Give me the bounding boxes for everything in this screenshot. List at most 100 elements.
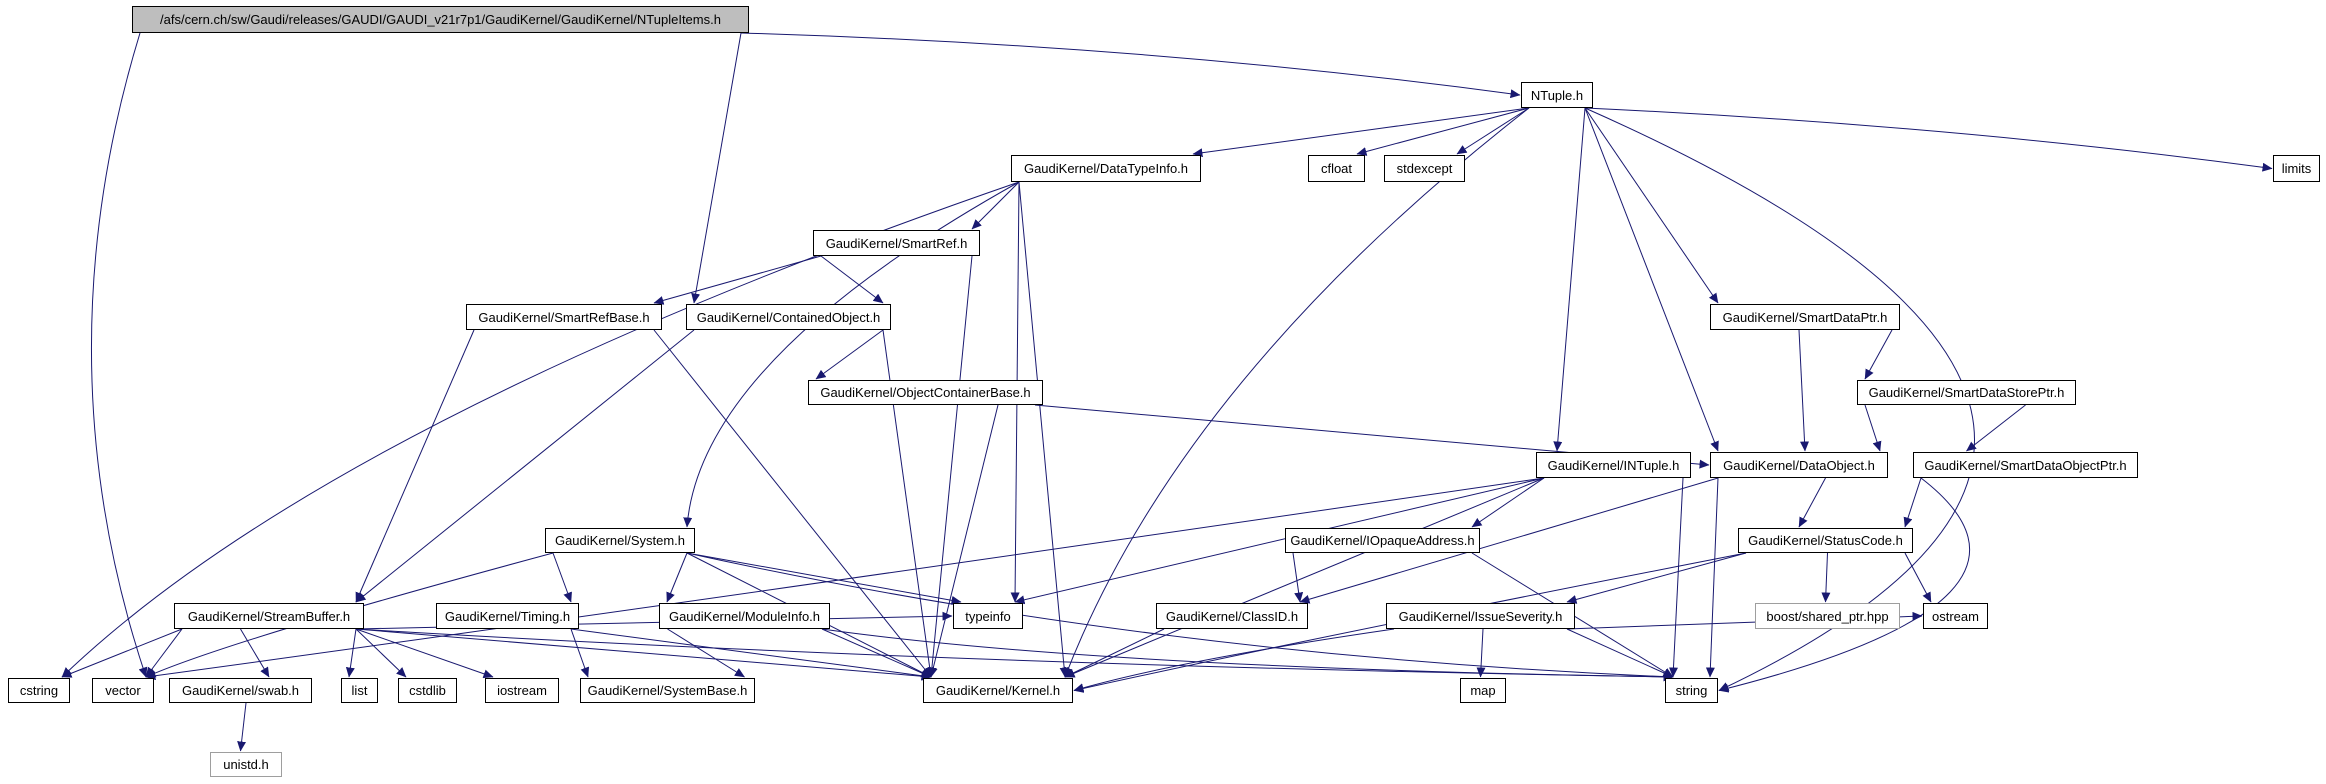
include-edge-moduleinfo-to-kernel [821,628,932,678]
include-edge-title-to-ntuple [740,32,1521,99]
include-edge-classid-to-kernel [1064,628,1165,678]
node-iostream[interactable]: iostream [485,678,559,703]
include-edge-containedobject-to-objectcontainerbase [815,329,884,380]
node-label: GaudiKernel/SmartDataPtr.h [1722,309,1888,325]
include-edge-issueseverity-to-string [1566,628,1674,678]
include-edge-streambuffer-to-list [345,628,357,678]
node-cstring[interactable]: cstring [8,678,70,703]
include-edge-streambuffer-to-string [355,628,1674,682]
node-containedobject[interactable]: GaudiKernel/ContainedObject.h [686,304,891,330]
node-swab[interactable]: GaudiKernel/swab.h [169,678,312,703]
node-smartdatastoreptr[interactable]: GaudiKernel/SmartDataStorePtr.h [1857,380,2076,405]
include-edge-smartrefbase-to-kernel [653,329,932,678]
node-label: GaudiKernel/ClassID.h [1165,608,1299,624]
node-datatypeinfo[interactable]: GaudiKernel/DataTypeInfo.h [1011,155,1201,182]
include-edge-ntuple-to-kernel [1064,107,1530,678]
include-edge-smartdataptr-to-dataobject [1798,329,1810,452]
node-classid[interactable]: GaudiKernel/ClassID.h [1156,603,1308,629]
include-edge-title-to-containedobject [691,32,742,304]
node-system[interactable]: GaudiKernel/System.h [545,528,695,553]
node-dataobject[interactable]: GaudiKernel/DataObject.h [1710,452,1888,478]
include-edge-dataobject-to-classid [1299,477,1719,604]
include-edge-ntuple-to-dataobject [1584,107,1719,452]
node-map[interactable]: map [1460,678,1506,703]
include-edge-ntuple-to-smartdataptr [1584,107,1719,304]
node-label: NTuple.h [1530,87,1584,103]
node-label: GaudiKernel/ModuleInfo.h [668,608,821,624]
include-edge-smartref-to-containedobject [820,255,884,304]
node-statuscode[interactable]: GaudiKernel/StatusCode.h [1738,528,1913,553]
node-timing[interactable]: GaudiKernel/Timing.h [436,603,579,629]
include-edge-streambuffer-to-cstdlib [355,628,407,678]
include-edge-ntuple-to-datatypeinfo [1192,107,1530,158]
node-ntuple[interactable]: NTuple.h [1521,82,1593,108]
node-label: ostream [1932,608,1979,624]
include-edge-smartdatastoreptr-to-smartdataobjectptr [1966,404,2026,452]
node-list[interactable]: list [341,678,378,703]
include-edge-streambuffer-to-iostream [355,628,494,679]
include-edge-system-to-typeinfo [686,552,962,605]
node-label: GaudiKernel/INTuple.h [1547,457,1680,473]
node-string[interactable]: string [1665,678,1718,703]
node-label: map [1470,683,1496,698]
include-edge-datatypeinfo-to-smartref [971,181,1020,230]
node-boost[interactable]: boost/shared_ptr.hpp [1755,603,1900,629]
node-label: GaudiKernel/SmartRef.h [825,235,968,251]
include-edge-statuscode-to-ostream [1904,552,1932,603]
node-moduleinfo[interactable]: GaudiKernel/ModuleInfo.h [659,603,830,629]
node-smartref[interactable]: GaudiKernel/SmartRef.h [813,230,980,256]
include-edge-statuscode-to-kernel [1073,552,1747,693]
node-issueseverity[interactable]: GaudiKernel/IssueSeverity.h [1386,603,1575,629]
include-edge-smartrefbase-to-streambuffer [355,329,475,603]
node-label: limits [2281,161,2312,176]
node-label: GaudiKernel/SmartDataObjectPtr.h [1924,457,2127,473]
include-edge-system-to-timing [552,552,572,603]
node-label: GaudiKernel/DataObject.h [1723,457,1875,473]
node-limits[interactable]: limits [2273,155,2320,182]
node-label: GaudiKernel/DataTypeInfo.h [1023,161,1189,176]
include-edge-streambuffer-to-swab [240,628,270,678]
include-edge-intuple-to-typeinfo [1014,477,1545,605]
node-stdexcept[interactable]: stdexcept [1384,155,1465,182]
node-ostream[interactable]: ostream [1923,603,1988,629]
node-label: cfloat [1320,161,1353,176]
node-smartdataobjectptr[interactable]: GaudiKernel/SmartDataObjectPtr.h [1913,452,2138,478]
include-edge-iopaqueaddress-to-classid [1292,552,1304,603]
include-edge-ntuple-to-stdexcept [1456,107,1530,155]
node-label: GaudiKernel/Timing.h [444,608,571,624]
node-label: typeinfo [965,608,1011,624]
node-vector[interactable]: vector [92,678,154,703]
include-edge-statuscode-to-boost [1821,552,1831,603]
include-edge-containedobject-to-streambuffer [355,329,695,603]
node-smartdataptr[interactable]: GaudiKernel/SmartDataPtr.h [1710,304,1900,330]
node-intuple[interactable]: GaudiKernel/INTuple.h [1536,452,1691,478]
node-smartrefbase[interactable]: GaudiKernel/SmartRefBase.h [466,304,662,330]
include-edge-smartref-to-kernel [927,255,973,678]
node-cfloat[interactable]: cfloat [1308,155,1365,182]
include-edge-issueseverity-to-map [1476,628,1486,678]
node-unistd[interactable]: unistd.h [210,752,282,777]
node-label: GaudiKernel/StreamBuffer.h [187,608,351,624]
node-label: boost/shared_ptr.hpp [1766,608,1889,624]
node-label: GaudiKernel/ObjectContainerBase.h [820,385,1031,400]
node-streambuffer[interactable]: GaudiKernel/StreamBuffer.h [174,603,364,629]
include-edge-title-to-vector [91,32,148,678]
node-cstdlib[interactable]: cstdlib [398,678,457,703]
node-label: GaudiKernel/SmartDataStorePtr.h [1868,385,2065,400]
node-objectcontainerbase[interactable]: GaudiKernel/ObjectContainerBase.h [808,380,1043,405]
include-edge-dataobject-to-string [1705,477,1719,678]
node-systembase[interactable]: GaudiKernel/SystemBase.h [580,678,755,703]
node-label: list [351,683,368,698]
include-edge-statuscode-to-issueseverity [1566,552,1747,604]
node-label: /afs/cern.ch/sw/Gaudi/releases/GAUDI/GAU… [160,12,721,27]
node-iopaqueaddress[interactable]: GaudiKernel/IOpaqueAddress.h [1285,528,1480,553]
node-label: iostream [497,683,547,698]
node-kernel[interactable]: GaudiKernel/Kernel.h [923,678,1073,703]
node-typeinfo[interactable]: typeinfo [953,603,1023,629]
node-label: GaudiKernel/Kernel.h [935,683,1061,698]
node-label: GaudiKernel/SmartRefBase.h [478,309,650,325]
node-label: unistd.h [223,757,269,772]
node-label: stdexcept [1396,161,1453,176]
include-edge-moduleinfo-to-systembase [667,628,745,678]
